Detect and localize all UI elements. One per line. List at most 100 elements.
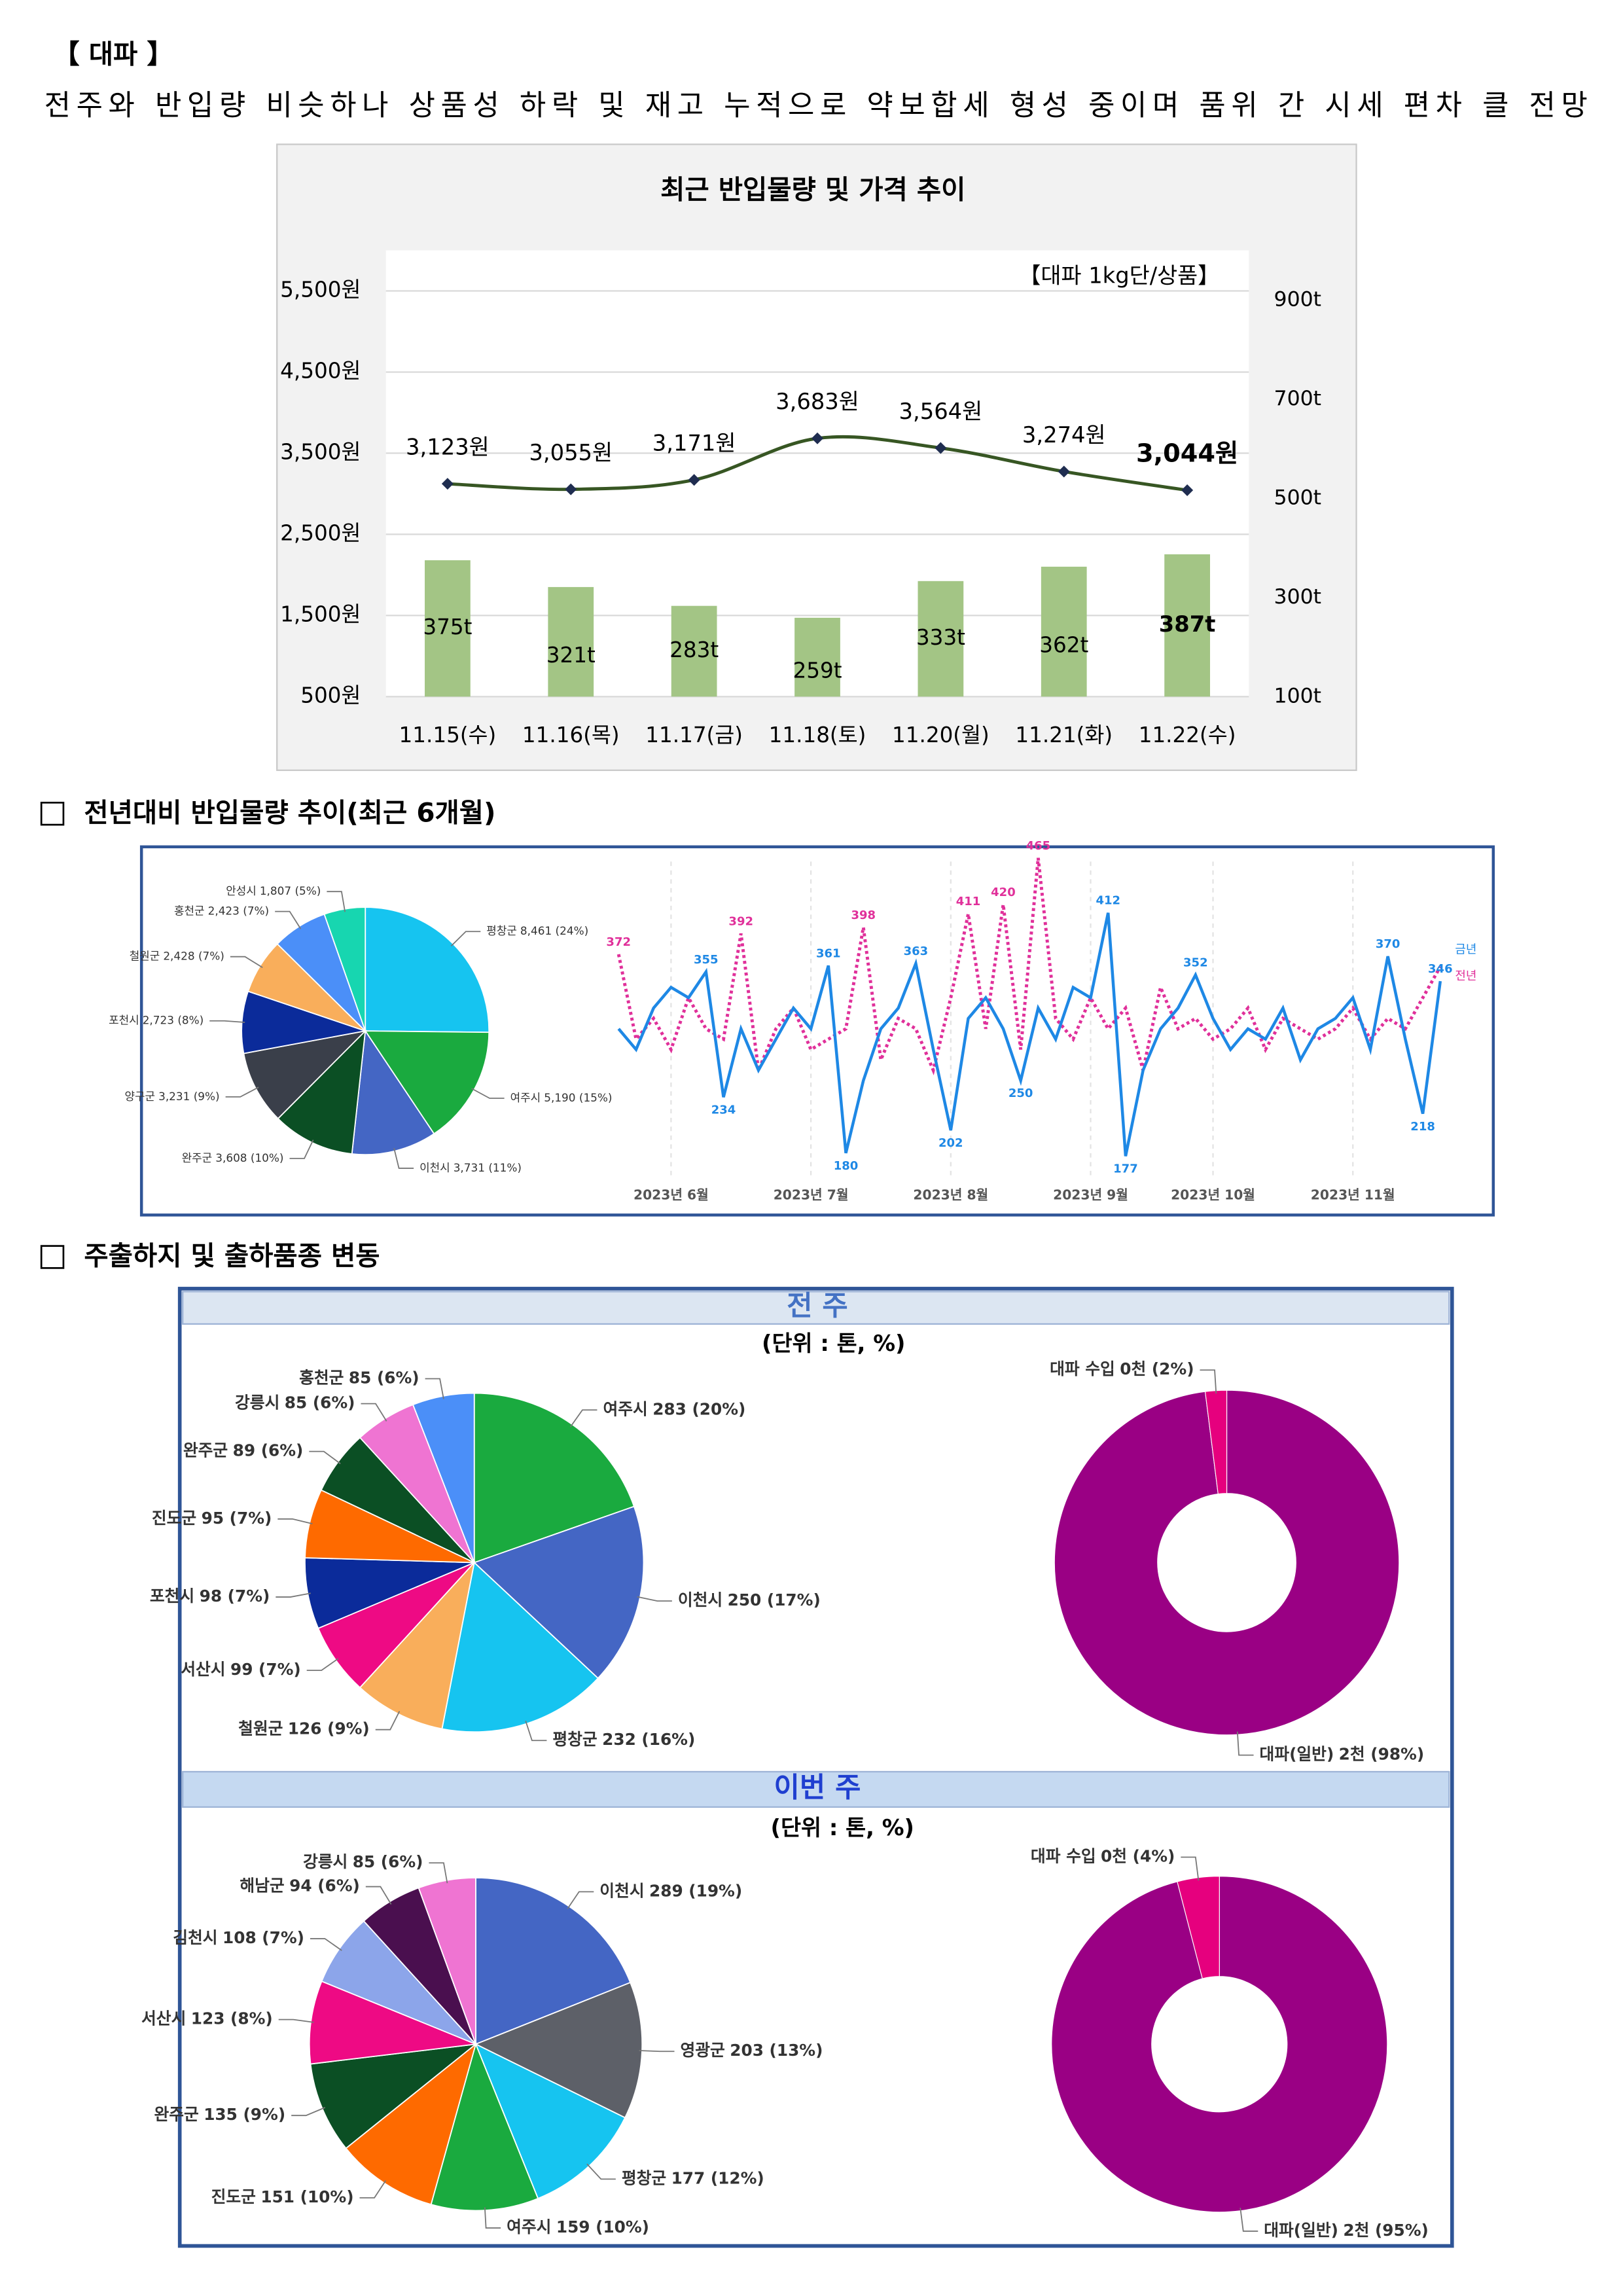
panel-header <box>182 1291 1450 1325</box>
leader-line <box>393 1148 414 1169</box>
slice-label: 평창군 232 (16%) <box>552 1730 695 1749</box>
slice-value: 135 (9%) <box>204 2105 285 2124</box>
slice-label: 여주시 159 (10%) <box>507 2217 649 2236</box>
slice-label: 대파(일반) 2천 (95%) <box>1264 2221 1429 2240</box>
bar-label: 333t <box>916 625 965 650</box>
leader-line <box>289 1139 314 1159</box>
slice-value: 0천 (2%) <box>1120 1359 1194 1378</box>
leader-line <box>450 931 481 947</box>
x-tick-label: 11.15(수) <box>399 723 496 747</box>
leader-line <box>310 1938 342 1951</box>
slice-label: 강릉시 85 (6%) <box>235 1393 355 1412</box>
value-label: 3,683원 <box>776 389 859 414</box>
chart-note: 【대파 1kg단/상품】 <box>1019 263 1220 289</box>
value-label: 352 <box>1183 956 1208 970</box>
slice-name: 강릉시 <box>235 1393 279 1412</box>
value-label: 3,044원 <box>1136 439 1238 468</box>
bar-label: 362t <box>1039 633 1088 658</box>
leader-line <box>1236 1731 1254 1756</box>
leader-line <box>277 1518 313 1525</box>
slice-value: 126 (9%) <box>288 1719 370 1738</box>
bar-label: 375t <box>423 615 472 639</box>
slice-value: 1,807 (5%) <box>260 884 321 897</box>
slice-name: 여주시 <box>507 2217 551 2236</box>
slice-value: 2,428 (7%) <box>163 950 224 963</box>
slice-name: 이천시 <box>419 1161 450 1174</box>
panel-title: 전 주 <box>787 1290 848 1323</box>
marker <box>1058 465 1070 478</box>
leader-line <box>365 1886 392 1905</box>
slice-label: 양구군 3,231 (9%) <box>124 1090 219 1103</box>
x-tick-label: 2023년 10월 <box>1171 1187 1255 1203</box>
slice-value: 2천 (98%) <box>1339 1745 1424 1764</box>
slice-label: 영광군 203 (13%) <box>681 2041 823 2060</box>
unit-label: (단위 : 톤, %) <box>762 1331 905 1356</box>
panel-header <box>182 1770 1450 1808</box>
marker <box>935 442 947 454</box>
slice-value: 3,608 (10%) <box>215 1151 283 1164</box>
slice-name: 평창군 <box>486 924 517 937</box>
y2-tick-label: 100t <box>1274 684 1321 708</box>
series-line <box>616 857 1442 1077</box>
y-tick-label: 500원 <box>300 683 361 708</box>
slice-label: 서산시 99 (7%) <box>181 1660 300 1679</box>
slice-name: 서산시 <box>141 2009 186 2028</box>
slice-value: 95 (7%) <box>202 1509 272 1528</box>
y-tick-label: 1,500원 <box>280 601 361 626</box>
leader-line <box>1240 2208 1258 2232</box>
leader-line <box>471 1088 505 1099</box>
value-label: 218 <box>1410 1120 1435 1134</box>
x-tick-label: 11.21(화) <box>1015 723 1113 747</box>
bar <box>794 617 840 697</box>
slice-value: 98 (7%) <box>200 1587 270 1605</box>
slice-name: 대파(일반) <box>1260 1745 1334 1764</box>
slice-label: 대파(일반) 2천 (98%) <box>1260 1745 1425 1764</box>
legend-label: 금년 <box>1455 942 1476 956</box>
slice-name: 여주시 <box>603 1399 647 1418</box>
value-label: 361 <box>816 946 841 960</box>
x-tick-label: 11.17(금) <box>645 723 743 747</box>
donut-slice <box>1204 1390 1228 1495</box>
slice-name: 철원군 <box>130 950 160 963</box>
leader-line <box>586 2163 616 2180</box>
x-tick-label: 2023년 9월 <box>1053 1187 1128 1203</box>
doc-title: 【 대파 】 <box>53 39 173 70</box>
y-tick-label: 4,500원 <box>280 358 361 383</box>
value-label: 411 <box>956 895 981 908</box>
value-label: 180 <box>834 1159 859 1173</box>
donut-slice <box>1177 1876 1220 1979</box>
value-label: 355 <box>694 953 719 967</box>
leader-line <box>1181 1856 1200 1881</box>
leader-line <box>230 956 263 968</box>
y2-tick-label: 900t <box>1274 287 1321 311</box>
bar <box>1041 566 1087 697</box>
slice-name: 여주시 <box>510 1091 541 1104</box>
panel-title: 이번 주 <box>774 1771 861 1804</box>
legend-label: 전년 <box>1455 969 1476 983</box>
slice-label: 대파 수입 0천 (2%) <box>1050 1359 1194 1378</box>
leader-line <box>291 2107 326 2117</box>
slice-value: 99 (7%) <box>230 1660 301 1679</box>
value-label: 420 <box>991 886 1016 899</box>
leader-line <box>306 1658 339 1672</box>
slice-value: 283 (20%) <box>652 1399 745 1418</box>
slice-value: 89 (6%) <box>233 1441 304 1460</box>
value-label: 250 <box>1008 1086 1033 1100</box>
slice-name: 포천시 <box>109 1014 139 1027</box>
leader-line <box>429 1862 448 1884</box>
value-label: 3,564원 <box>899 399 983 424</box>
slice-label: 이천시 3,731 (11%) <box>419 1161 522 1174</box>
leader-line <box>484 2207 501 2229</box>
slice-label: 서산시 123 (8%) <box>141 2009 273 2028</box>
slice-name: 김천시 <box>173 1928 217 1947</box>
slice-name: 대파 수입 <box>1031 1847 1096 1866</box>
slice-name: 양구군 <box>124 1090 155 1103</box>
slice-label: 진도군 95 (7%) <box>152 1509 272 1528</box>
leader-line <box>275 910 302 929</box>
value-label: 346 <box>1428 962 1453 976</box>
slice-value: 151 (10%) <box>260 2187 353 2206</box>
slice-value: 108 (7%) <box>223 1928 304 1947</box>
bar <box>671 605 717 697</box>
